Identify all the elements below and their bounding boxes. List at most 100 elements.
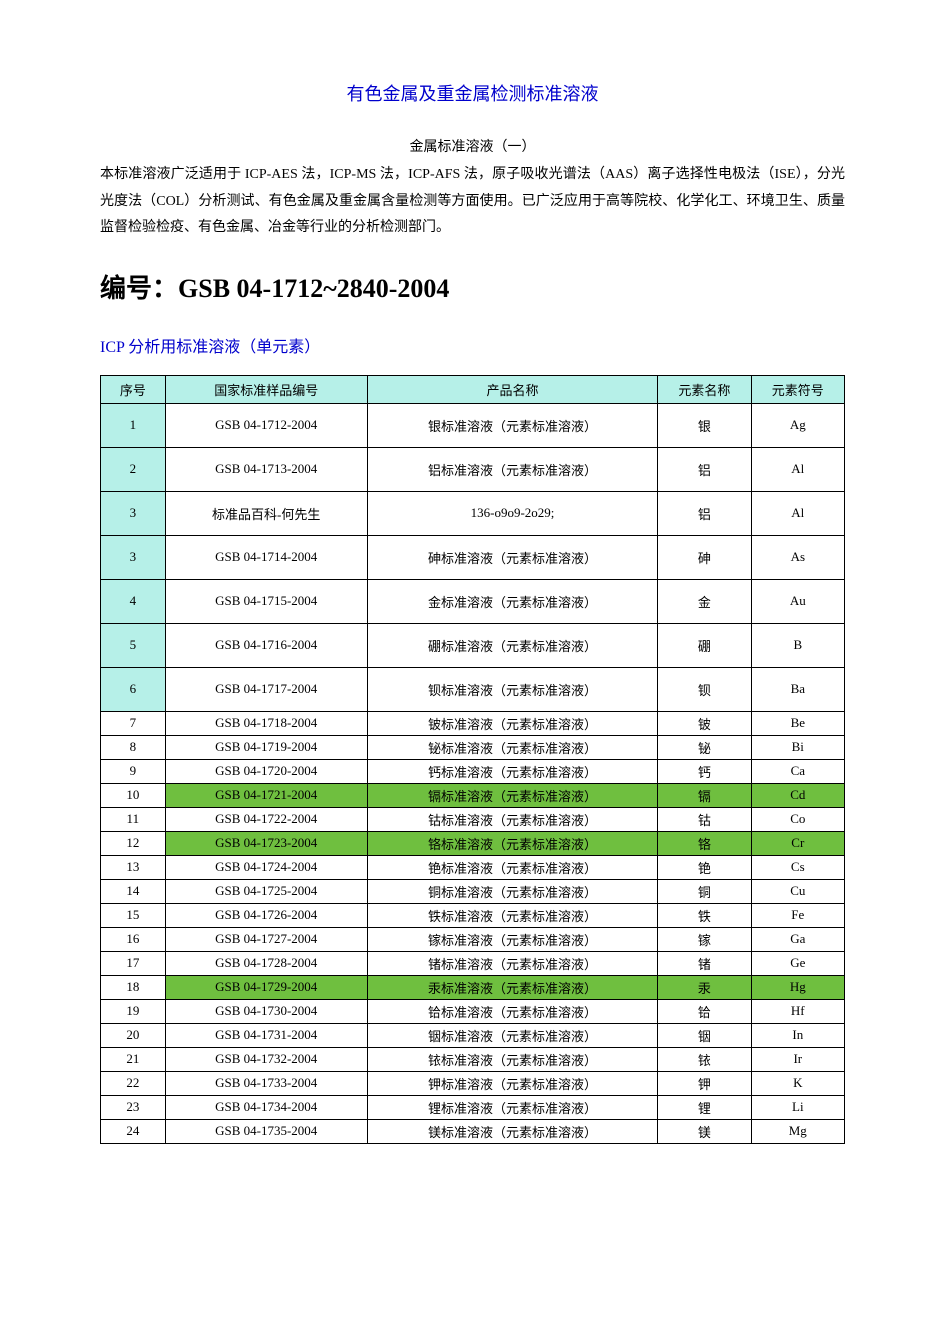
- cell-code: GSB 04-1714-2004: [165, 535, 367, 579]
- cell-elem: 金: [658, 579, 751, 623]
- cell-elem: 钙: [658, 759, 751, 783]
- cell-code: GSB 04-1734-2004: [165, 1095, 367, 1119]
- table-body: 1GSB 04-1712-2004银标准溶液（元素标准溶液）银Ag2GSB 04…: [101, 403, 845, 1143]
- cell-elem: 钾: [658, 1071, 751, 1095]
- cell-sym: As: [751, 535, 844, 579]
- table-row: 17GSB 04-1728-2004锗标准溶液（元素标准溶液）锗Ge: [101, 951, 845, 975]
- cell-name: 硼标准溶液（元素标准溶液）: [367, 623, 657, 667]
- cell-seq: 12: [101, 831, 166, 855]
- cell-code: GSB 04-1733-2004: [165, 1071, 367, 1095]
- table-row: 14GSB 04-1725-2004铜标准溶液（元素标准溶液）铜Cu: [101, 879, 845, 903]
- table-row: 22GSB 04-1733-2004钾标准溶液（元素标准溶液）钾K: [101, 1071, 845, 1095]
- cell-name: 铪标准溶液（元素标准溶液）: [367, 999, 657, 1023]
- cell-code: GSB 04-1726-2004: [165, 903, 367, 927]
- col-header-elem: 元素名称: [658, 375, 751, 403]
- cell-code: GSB 04-1732-2004: [165, 1047, 367, 1071]
- cell-code: GSB 04-1713-2004: [165, 447, 367, 491]
- cell-sym: Ca: [751, 759, 844, 783]
- cell-seq: 1: [101, 403, 166, 447]
- table-row: 9GSB 04-1720-2004钙标准溶液（元素标准溶液）钙Ca: [101, 759, 845, 783]
- table-row: 19GSB 04-1730-2004铪标准溶液（元素标准溶液）铪Hf: [101, 999, 845, 1023]
- cell-seq: 6: [101, 667, 166, 711]
- cell-name: 铍标准溶液（元素标准溶液）: [367, 711, 657, 735]
- cell-code: GSB 04-1717-2004: [165, 667, 367, 711]
- cell-sym: Mg: [751, 1119, 844, 1143]
- table-row: 3标准品百科-何先生136-o9o9-2o29;铝Al: [101, 491, 845, 535]
- cell-sym: Co: [751, 807, 844, 831]
- cell-code: GSB 04-1727-2004: [165, 927, 367, 951]
- cell-sym: Be: [751, 711, 844, 735]
- table-row: 16GSB 04-1727-2004镓标准溶液（元素标准溶液）镓Ga: [101, 927, 845, 951]
- cell-name: 砷标准溶液（元素标准溶液）: [367, 535, 657, 579]
- cell-seq: 21: [101, 1047, 166, 1071]
- table-row: 6GSB 04-1717-2004钡标准溶液（元素标准溶液）钡Ba: [101, 667, 845, 711]
- cell-seq: 16: [101, 927, 166, 951]
- table-row: 1GSB 04-1712-2004银标准溶液（元素标准溶液）银Ag: [101, 403, 845, 447]
- cell-code: GSB 04-1730-2004: [165, 999, 367, 1023]
- cell-seq: 2: [101, 447, 166, 491]
- cell-seq: 9: [101, 759, 166, 783]
- cell-name: 镉标准溶液（元素标准溶液）: [367, 783, 657, 807]
- cell-seq: 19: [101, 999, 166, 1023]
- cell-name: 铬标准溶液（元素标准溶液）: [367, 831, 657, 855]
- cell-sym: Ba: [751, 667, 844, 711]
- cell-sym: Cs: [751, 855, 844, 879]
- cell-elem: 铬: [658, 831, 751, 855]
- cell-sym: Hg: [751, 975, 844, 999]
- cell-name: 钾标准溶液（元素标准溶液）: [367, 1071, 657, 1095]
- cell-seq: 5: [101, 623, 166, 667]
- cell-sym: Li: [751, 1095, 844, 1119]
- cell-sym: Cr: [751, 831, 844, 855]
- cell-name: 镓标准溶液（元素标准溶液）: [367, 927, 657, 951]
- cell-sym: Cu: [751, 879, 844, 903]
- cell-code: GSB 04-1735-2004: [165, 1119, 367, 1143]
- cell-seq: 10: [101, 783, 166, 807]
- cell-seq: 18: [101, 975, 166, 999]
- cell-elem: 铁: [658, 903, 751, 927]
- cell-code: GSB 04-1715-2004: [165, 579, 367, 623]
- cell-name: 铋标准溶液（元素标准溶液）: [367, 735, 657, 759]
- cell-elem: 镉: [658, 783, 751, 807]
- table-row: 11GSB 04-1722-2004钴标准溶液（元素标准溶液）钴Co: [101, 807, 845, 831]
- cell-elem: 铍: [658, 711, 751, 735]
- table-row: 15GSB 04-1726-2004铁标准溶液（元素标准溶液）铁Fe: [101, 903, 845, 927]
- table-row: 4GSB 04-1715-2004金标准溶液（元素标准溶液）金Au: [101, 579, 845, 623]
- cell-code: GSB 04-1731-2004: [165, 1023, 367, 1047]
- table-row: 7GSB 04-1718-2004铍标准溶液（元素标准溶液）铍Be: [101, 711, 845, 735]
- standards-table: 序号国家标准样品编号产品名称元素名称元素符号 1GSB 04-1712-2004…: [100, 375, 845, 1144]
- cell-sym: Ge: [751, 951, 844, 975]
- col-header-sym: 元素符号: [751, 375, 844, 403]
- table-row: 18GSB 04-1729-2004汞标准溶液（元素标准溶液）汞Hg: [101, 975, 845, 999]
- cell-code: GSB 04-1721-2004: [165, 783, 367, 807]
- cell-sym: In: [751, 1023, 844, 1047]
- cell-elem: 铜: [658, 879, 751, 903]
- cell-code: GSB 04-1724-2004: [165, 855, 367, 879]
- col-header-seq: 序号: [101, 375, 166, 403]
- cell-elem: 铋: [658, 735, 751, 759]
- cell-code: 标准品百科-何先生: [165, 491, 367, 535]
- cell-name: 钡标准溶液（元素标准溶液）: [367, 667, 657, 711]
- cell-name: 银标准溶液（元素标准溶液）: [367, 403, 657, 447]
- cell-code: GSB 04-1723-2004: [165, 831, 367, 855]
- cell-seq: 13: [101, 855, 166, 879]
- table-row: 10GSB 04-1721-2004镉标准溶液（元素标准溶液）镉Cd: [101, 783, 845, 807]
- cell-elem: 铝: [658, 447, 751, 491]
- cell-name: 钙标准溶液（元素标准溶液）: [367, 759, 657, 783]
- page-subtitle: 金属标准溶液（一）: [100, 136, 845, 156]
- cell-code: GSB 04-1718-2004: [165, 711, 367, 735]
- table-row: 2GSB 04-1713-2004铝标准溶液（元素标准溶液）铝Al: [101, 447, 845, 491]
- cell-name: 汞标准溶液（元素标准溶液）: [367, 975, 657, 999]
- cell-elem: 钴: [658, 807, 751, 831]
- cell-name: 锂标准溶液（元素标准溶液）: [367, 1095, 657, 1119]
- cell-sym: B: [751, 623, 844, 667]
- cell-seq: 15: [101, 903, 166, 927]
- cell-name: 锗标准溶液（元素标准溶液）: [367, 951, 657, 975]
- cell-name: 镁标准溶液（元素标准溶液）: [367, 1119, 657, 1143]
- cell-elem: 镁: [658, 1119, 751, 1143]
- cell-elem: 锗: [658, 951, 751, 975]
- cell-code: GSB 04-1729-2004: [165, 975, 367, 999]
- cell-seq: 20: [101, 1023, 166, 1047]
- section-heading: ICP 分析用标准溶液（单元素）: [100, 333, 845, 357]
- cell-seq: 22: [101, 1071, 166, 1095]
- cell-elem: 硼: [658, 623, 751, 667]
